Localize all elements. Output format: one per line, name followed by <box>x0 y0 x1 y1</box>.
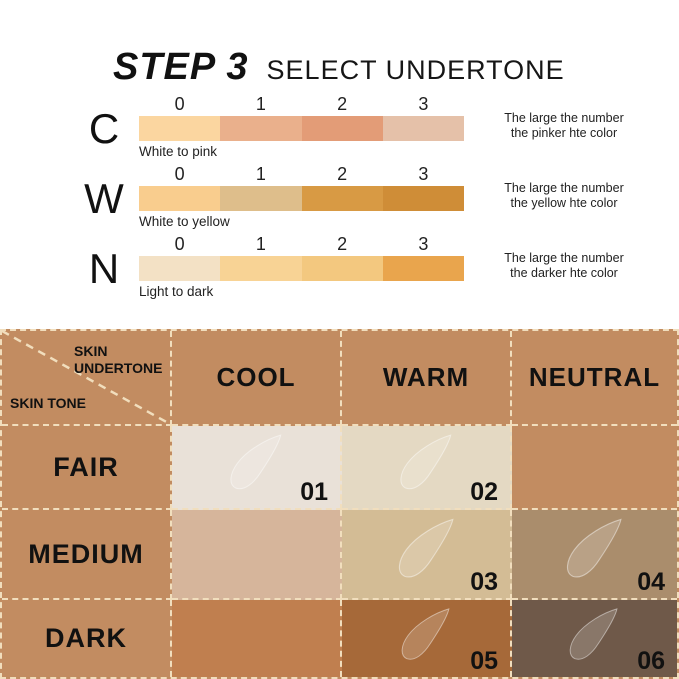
note-line: The large the number <box>504 181 624 195</box>
scale-segment <box>139 256 221 281</box>
swatch-cell-fair-neutral-empty <box>512 426 677 510</box>
note-line: The large the number <box>504 111 624 125</box>
corner-header-cell: SKIN UNDERTONE SKIN TONE <box>2 331 172 426</box>
tick-label: 2 <box>337 234 348 254</box>
color-scale-bar <box>139 116 464 141</box>
scale-segment <box>139 186 221 211</box>
tick-label: 2 <box>337 94 348 114</box>
scale-range-label: Light to dark <box>139 284 214 299</box>
scale-segment <box>139 116 221 141</box>
foundation-smear-icon <box>398 518 454 578</box>
swatch-cell-02: 02 <box>342 426 512 510</box>
tick-label: 0 <box>174 94 185 114</box>
row-label-medium: MEDIUM <box>2 510 172 600</box>
step-label: STEP 3 <box>113 46 249 88</box>
foundation-smear-icon <box>400 434 452 490</box>
foundation-smear-icon <box>567 518 623 578</box>
swatch-cell-03: 03 <box>342 510 512 600</box>
scale-segment <box>301 256 383 281</box>
note-line: the yellow hte color <box>510 196 618 210</box>
swatch-cell-06: 06 <box>512 600 677 677</box>
swatch-cell-medium-cool <box>172 510 342 600</box>
swatch-cell-01: 01 <box>172 426 342 510</box>
row-label-dark: DARK <box>2 600 172 677</box>
scale-letter-w: W <box>84 175 124 222</box>
foundation-smear-icon <box>570 607 618 660</box>
scale-range-label: White to pink <box>139 144 218 159</box>
note-line: the pinker hte color <box>510 126 618 140</box>
tick-label: 1 <box>255 94 266 114</box>
tick-label: 3 <box>418 94 429 114</box>
row-label-fair: FAIR <box>2 426 172 510</box>
undertone-scale-warm: W 0 1 2 3 White to yellow The large the … <box>0 164 679 232</box>
shade-matrix-table: SKIN UNDERTONE SKIN TONE COOL WARM NEUTR… <box>0 329 679 679</box>
tick-label: 2 <box>337 164 348 184</box>
scale-segment <box>301 116 383 141</box>
undertone-scale-cool: C 0 1 2 3 White to pink The large the nu… <box>0 94 679 162</box>
shade-number: 04 <box>637 568 665 596</box>
scale-ticks: 0 1 2 3 <box>139 94 464 115</box>
column-header-cool: COOL <box>172 331 342 426</box>
scale-segment <box>301 186 383 211</box>
shade-number: 05 <box>470 647 498 675</box>
note-line: The large the number <box>504 251 624 265</box>
foundation-smear-icon <box>401 607 450 660</box>
note-line: the darker hte color <box>510 266 618 280</box>
swatch-cell-05: 05 <box>342 600 512 677</box>
color-scale-bar <box>139 186 464 211</box>
swatch-cell-dark-cool <box>172 600 342 677</box>
scale-ticks: 0 1 2 3 <box>139 234 464 255</box>
scale-note: The large the number the darker hte colo… <box>478 251 650 281</box>
scale-segment <box>220 116 302 141</box>
shade-number: 01 <box>300 478 328 506</box>
swatch-cell-04: 04 <box>512 510 677 600</box>
scale-segment <box>382 186 464 211</box>
skin-undertone-label: SKIN UNDERTONE <box>74 343 163 376</box>
tick-label: 0 <box>174 164 185 184</box>
shade-number: 06 <box>637 647 665 675</box>
tick-label: 1 <box>255 164 266 184</box>
undertone-scale-neutral: N 0 1 2 3 Light to dark The large the nu… <box>0 234 679 302</box>
scale-segment <box>382 256 464 281</box>
page-title: STEP 3 SELECT UNDERTONE <box>113 46 565 89</box>
scale-segment <box>220 256 302 281</box>
page-heading: SELECT UNDERTONE <box>266 55 565 85</box>
shade-number: 02 <box>470 478 498 506</box>
column-header-warm: WARM <box>342 331 512 426</box>
foundation-smear-icon <box>230 434 282 490</box>
tick-label: 1 <box>255 234 266 254</box>
skin-tone-label: SKIN TONE <box>10 395 86 411</box>
tick-label: 3 <box>418 234 429 254</box>
scale-range-label: White to yellow <box>139 214 230 229</box>
scale-letter-c: C <box>88 105 120 152</box>
color-scale-bar <box>139 256 464 281</box>
diagonal-divider-line <box>2 331 170 424</box>
shade-number: 03 <box>470 568 498 596</box>
scale-note: The large the number the yellow hte colo… <box>478 181 650 211</box>
scale-segment <box>382 116 464 141</box>
scale-segment <box>220 186 302 211</box>
scale-letter-n: N <box>88 245 120 292</box>
tick-label: 3 <box>418 164 429 184</box>
tick-label: 0 <box>174 234 185 254</box>
scale-ticks: 0 1 2 3 <box>139 164 464 185</box>
scale-note: The large the number the pinker hte colo… <box>478 111 650 141</box>
column-header-neutral: NEUTRAL <box>512 331 677 426</box>
